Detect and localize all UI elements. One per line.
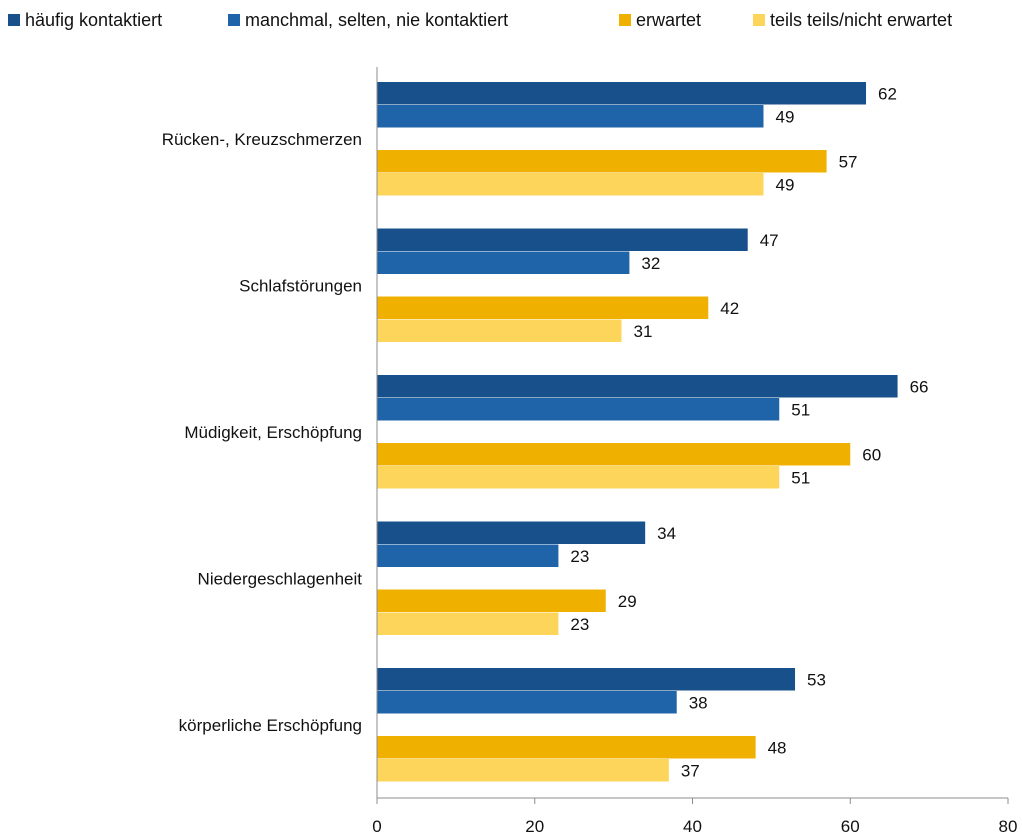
- x-tick-label: 60: [841, 817, 860, 836]
- legend-item-haeufig-kontaktiert: häufig kontaktiert: [8, 8, 162, 32]
- bar-schlafstoerungen-teils-teils-nicht-erwartet: [377, 319, 622, 342]
- bar-ruecken-kreuzschmerzen-erwartet: [377, 150, 827, 173]
- category-label: Schlafstörungen: [239, 276, 362, 295]
- legend-item-teils-teils-nicht-erwartet: teils teils/nicht erwartet: [753, 8, 952, 32]
- bar-schlafstoerungen-manchmal-selten-nie-kontaktiert: [377, 251, 630, 274]
- data-label: 57: [839, 152, 858, 171]
- category-label: Niedergeschlagenheit: [198, 569, 363, 588]
- legend-swatch: [619, 14, 631, 26]
- data-label: 29: [618, 592, 637, 611]
- data-label: 38: [689, 693, 708, 712]
- legend: häufig kontaktiert manchmal, selten, nie …: [8, 8, 1008, 32]
- data-label: 49: [775, 175, 794, 194]
- data-label: 34: [657, 524, 676, 543]
- category-label: Rücken-, Kreuzschmerzen: [162, 130, 362, 149]
- bar-schlafstoerungen-erwartet: [377, 296, 709, 319]
- legend-item-manchmal-selten-nie-kontaktiert: manchmal, selten, nie kontaktiert: [228, 8, 508, 32]
- legend-swatch: [228, 14, 240, 26]
- bar-koerperliche-erschoepfung-erwartet: [377, 736, 756, 759]
- bar-muedigkeit-erschoepfung-teils-teils-nicht-erwartet: [377, 466, 780, 489]
- bar-niedergeschlagenheit-manchmal-selten-nie-kontaktiert: [377, 544, 559, 567]
- data-label: 37: [681, 761, 700, 780]
- legend-swatch: [753, 14, 765, 26]
- data-label: 53: [807, 670, 826, 689]
- x-tick-label: 20: [525, 817, 544, 836]
- data-label: 42: [720, 299, 739, 318]
- data-label: 32: [641, 254, 660, 273]
- data-label: 48: [768, 738, 787, 757]
- category-label: körperliche Erschöpfung: [179, 716, 362, 735]
- data-label: 47: [760, 231, 779, 250]
- data-label: 62: [878, 84, 897, 103]
- data-label: 66: [910, 377, 929, 396]
- x-tick-label: 0: [372, 817, 381, 836]
- bar-niedergeschlagenheit-teils-teils-nicht-erwartet: [377, 612, 559, 635]
- bar-koerperliche-erschoepfung-haeufig-kontaktiert: [377, 668, 796, 691]
- bar-niedergeschlagenheit-erwartet: [377, 589, 606, 612]
- bar-muedigkeit-erschoepfung-haeufig-kontaktiert: [377, 375, 898, 398]
- legend-label: häufig kontaktiert: [25, 9, 163, 30]
- data-label: 51: [791, 400, 810, 419]
- data-label: 60: [862, 445, 881, 464]
- data-label: 31: [634, 322, 653, 341]
- data-label: 23: [570, 615, 589, 634]
- legend-label: teils teils/nicht erwartet: [770, 9, 953, 30]
- bar-ruecken-kreuzschmerzen-haeufig-kontaktiert: [377, 82, 867, 105]
- legend-item-erwartet: erwartet: [619, 8, 701, 32]
- x-tick-label: 80: [999, 817, 1018, 836]
- data-label: 49: [775, 107, 794, 126]
- bar-schlafstoerungen-haeufig-kontaktiert: [377, 228, 748, 251]
- data-label: 23: [570, 547, 589, 566]
- bar-koerperliche-erschoepfung-teils-teils-nicht-erwartet: [377, 759, 669, 782]
- bar-muedigkeit-erschoepfung-erwartet: [377, 443, 851, 466]
- bar-muedigkeit-erschoepfung-manchmal-selten-nie-kontaktiert: [377, 398, 780, 421]
- bar-niedergeschlagenheit-haeufig-kontaktiert: [377, 521, 646, 544]
- x-tick-label: 40: [683, 817, 702, 836]
- bar-ruecken-kreuzschmerzen-teils-teils-nicht-erwartet: [377, 173, 764, 196]
- legend-label: manchmal, selten, nie kontaktiert: [245, 9, 509, 30]
- bar-koerperliche-erschoepfung-manchmal-selten-nie-kontaktiert: [377, 691, 677, 714]
- bar-ruecken-kreuzschmerzen-manchmal-selten-nie-kontaktiert: [377, 105, 764, 128]
- data-label: 51: [791, 468, 810, 487]
- legend-swatch: [8, 14, 20, 26]
- legend-label: erwartet: [636, 9, 702, 30]
- category-label: Müdigkeit, Erschöpfung: [184, 423, 362, 442]
